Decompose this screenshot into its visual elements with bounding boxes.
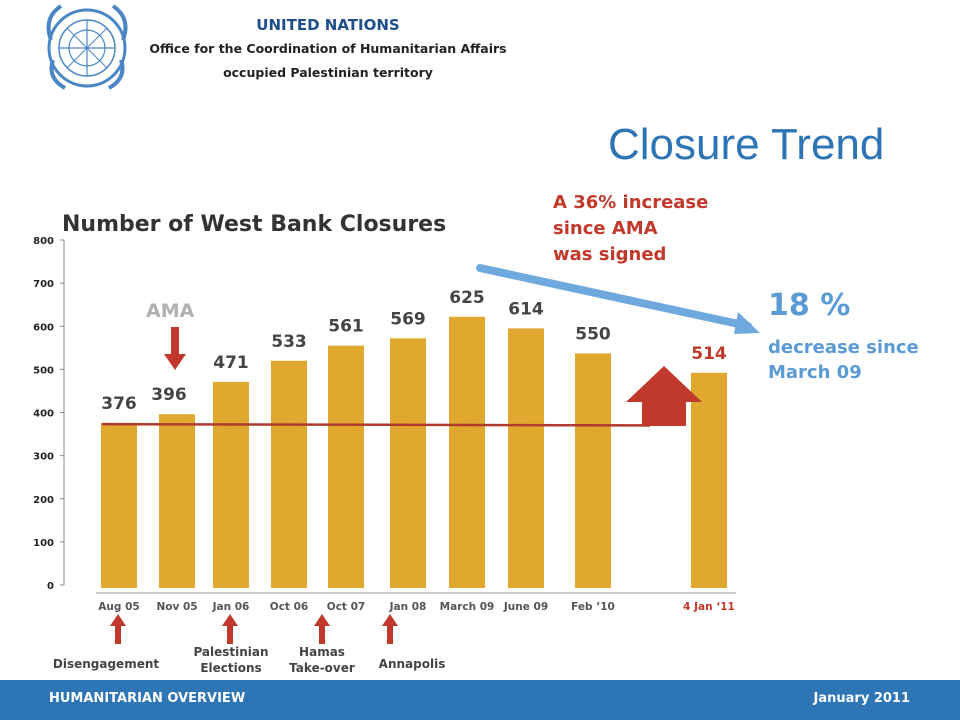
increase-note-line: since AMA: [553, 218, 658, 239]
data-label: 625: [449, 288, 485, 308]
x-tick-label: Feb ’10: [571, 601, 615, 613]
increase-arrow: [626, 366, 702, 426]
data-label: 514: [691, 344, 727, 364]
page-title: Closure Trend: [608, 120, 885, 169]
event-label-hamas: Hamas Take-over: [289, 645, 355, 675]
data-label: 561: [328, 317, 364, 337]
data-labels: 376 396 471 533 561 569 625 614 550 514: [101, 288, 727, 414]
ama-label: AMA: [146, 300, 195, 322]
trend-line: [101, 422, 651, 427]
bar-oct-06: [271, 360, 307, 588]
footer-bar: HUMANITARIAN OVERVIEW January 2011: [0, 680, 960, 720]
event-arrow-disengagement: [110, 614, 126, 644]
decrease-note: decrease since March 09: [768, 335, 948, 385]
x-tick-label: 4 Jan ‘11: [683, 601, 735, 613]
y-tick-label: 400: [33, 409, 54, 420]
event-arrow-hamas: [314, 614, 330, 644]
increase-note-line: A 36% increase: [553, 192, 709, 213]
bar-jan-06: [213, 381, 249, 588]
data-label: 614: [508, 299, 544, 319]
event-arrows: [110, 614, 398, 644]
bars: [101, 316, 727, 588]
ama-arrow: [164, 327, 186, 370]
bar-4-jan-11: [691, 372, 727, 588]
chart-canvas: 0 100 200 300 400 500 600 700 800 376 396 471 533 56…: [33, 4, 760, 644]
increase-note-line: was signed: [553, 244, 667, 265]
chart-title: Number of West Bank Closures: [62, 212, 447, 237]
decrease-note-line: decrease since: [768, 337, 919, 358]
event-label-disengagement: Disengagement: [52, 657, 160, 671]
x-tick-label: Nov 05: [156, 601, 197, 613]
x-tick-label: March 09: [440, 601, 495, 613]
bar-june-09: [508, 328, 544, 588]
x-tick-label: Jan 08: [389, 601, 427, 613]
decrease-arrow: [476, 264, 760, 334]
data-label: 376: [101, 394, 137, 414]
x-tick-label: Oct 06: [270, 601, 308, 613]
org-region: occupied Palestinian territory: [223, 65, 433, 80]
bar-jan-08: [390, 338, 426, 588]
y-tick-label: 300: [33, 452, 54, 463]
decrease-percent: 18 %: [768, 288, 851, 323]
y-tick-label: 0: [47, 581, 54, 592]
footer-date: January 2011: [813, 691, 910, 706]
data-label: 533: [271, 332, 307, 352]
x-tick-label: Oct 07: [327, 601, 365, 613]
y-tick-label: 200: [33, 495, 54, 506]
y-axis: 0 100 200 300 400 500 600 700 800: [33, 236, 736, 594]
bar-nov-05: [159, 414, 195, 588]
decrease-note-line: March 09: [768, 362, 862, 383]
y-tick-label: 500: [33, 365, 54, 376]
x-tick-label: Aug 05: [98, 601, 139, 613]
bar-feb-10: [575, 353, 611, 588]
y-tick-label: 100: [33, 538, 54, 549]
x-tick-label: Jan 06: [212, 601, 250, 613]
data-label: 471: [213, 353, 249, 373]
org-office: Office for the Coordination of Humanitar…: [149, 41, 507, 56]
event-arrow-elections: [222, 614, 238, 644]
x-axis-ticks: Aug 05 Nov 05 Jan 06 Oct 06 Oct 07 Jan 08 Marc…: [98, 601, 735, 613]
y-tick-label: 800: [33, 236, 54, 247]
footer-left: HUMANITARIAN OVERVIEW: [49, 691, 246, 706]
data-label: 569: [390, 309, 426, 329]
event-arrow-annapolis: [382, 614, 398, 644]
org-name: UNITED NATIONS: [256, 16, 400, 34]
data-label: 550: [575, 324, 611, 344]
event-label-annapolis: Annapolis: [378, 657, 446, 671]
un-emblem: [46, 4, 128, 90]
x-tick-label: June 09: [503, 601, 548, 613]
bar-aug-05: [101, 422, 137, 588]
increase-note: A 36% increase since AMA was signed: [553, 190, 753, 268]
bar-march-09: [449, 316, 485, 588]
y-tick-label: 700: [33, 279, 54, 290]
event-label-elections: Palestinian Elections: [193, 645, 269, 675]
data-label: 396: [151, 385, 187, 405]
bar-oct-07: [328, 345, 364, 588]
y-tick-label: 600: [33, 322, 54, 333]
